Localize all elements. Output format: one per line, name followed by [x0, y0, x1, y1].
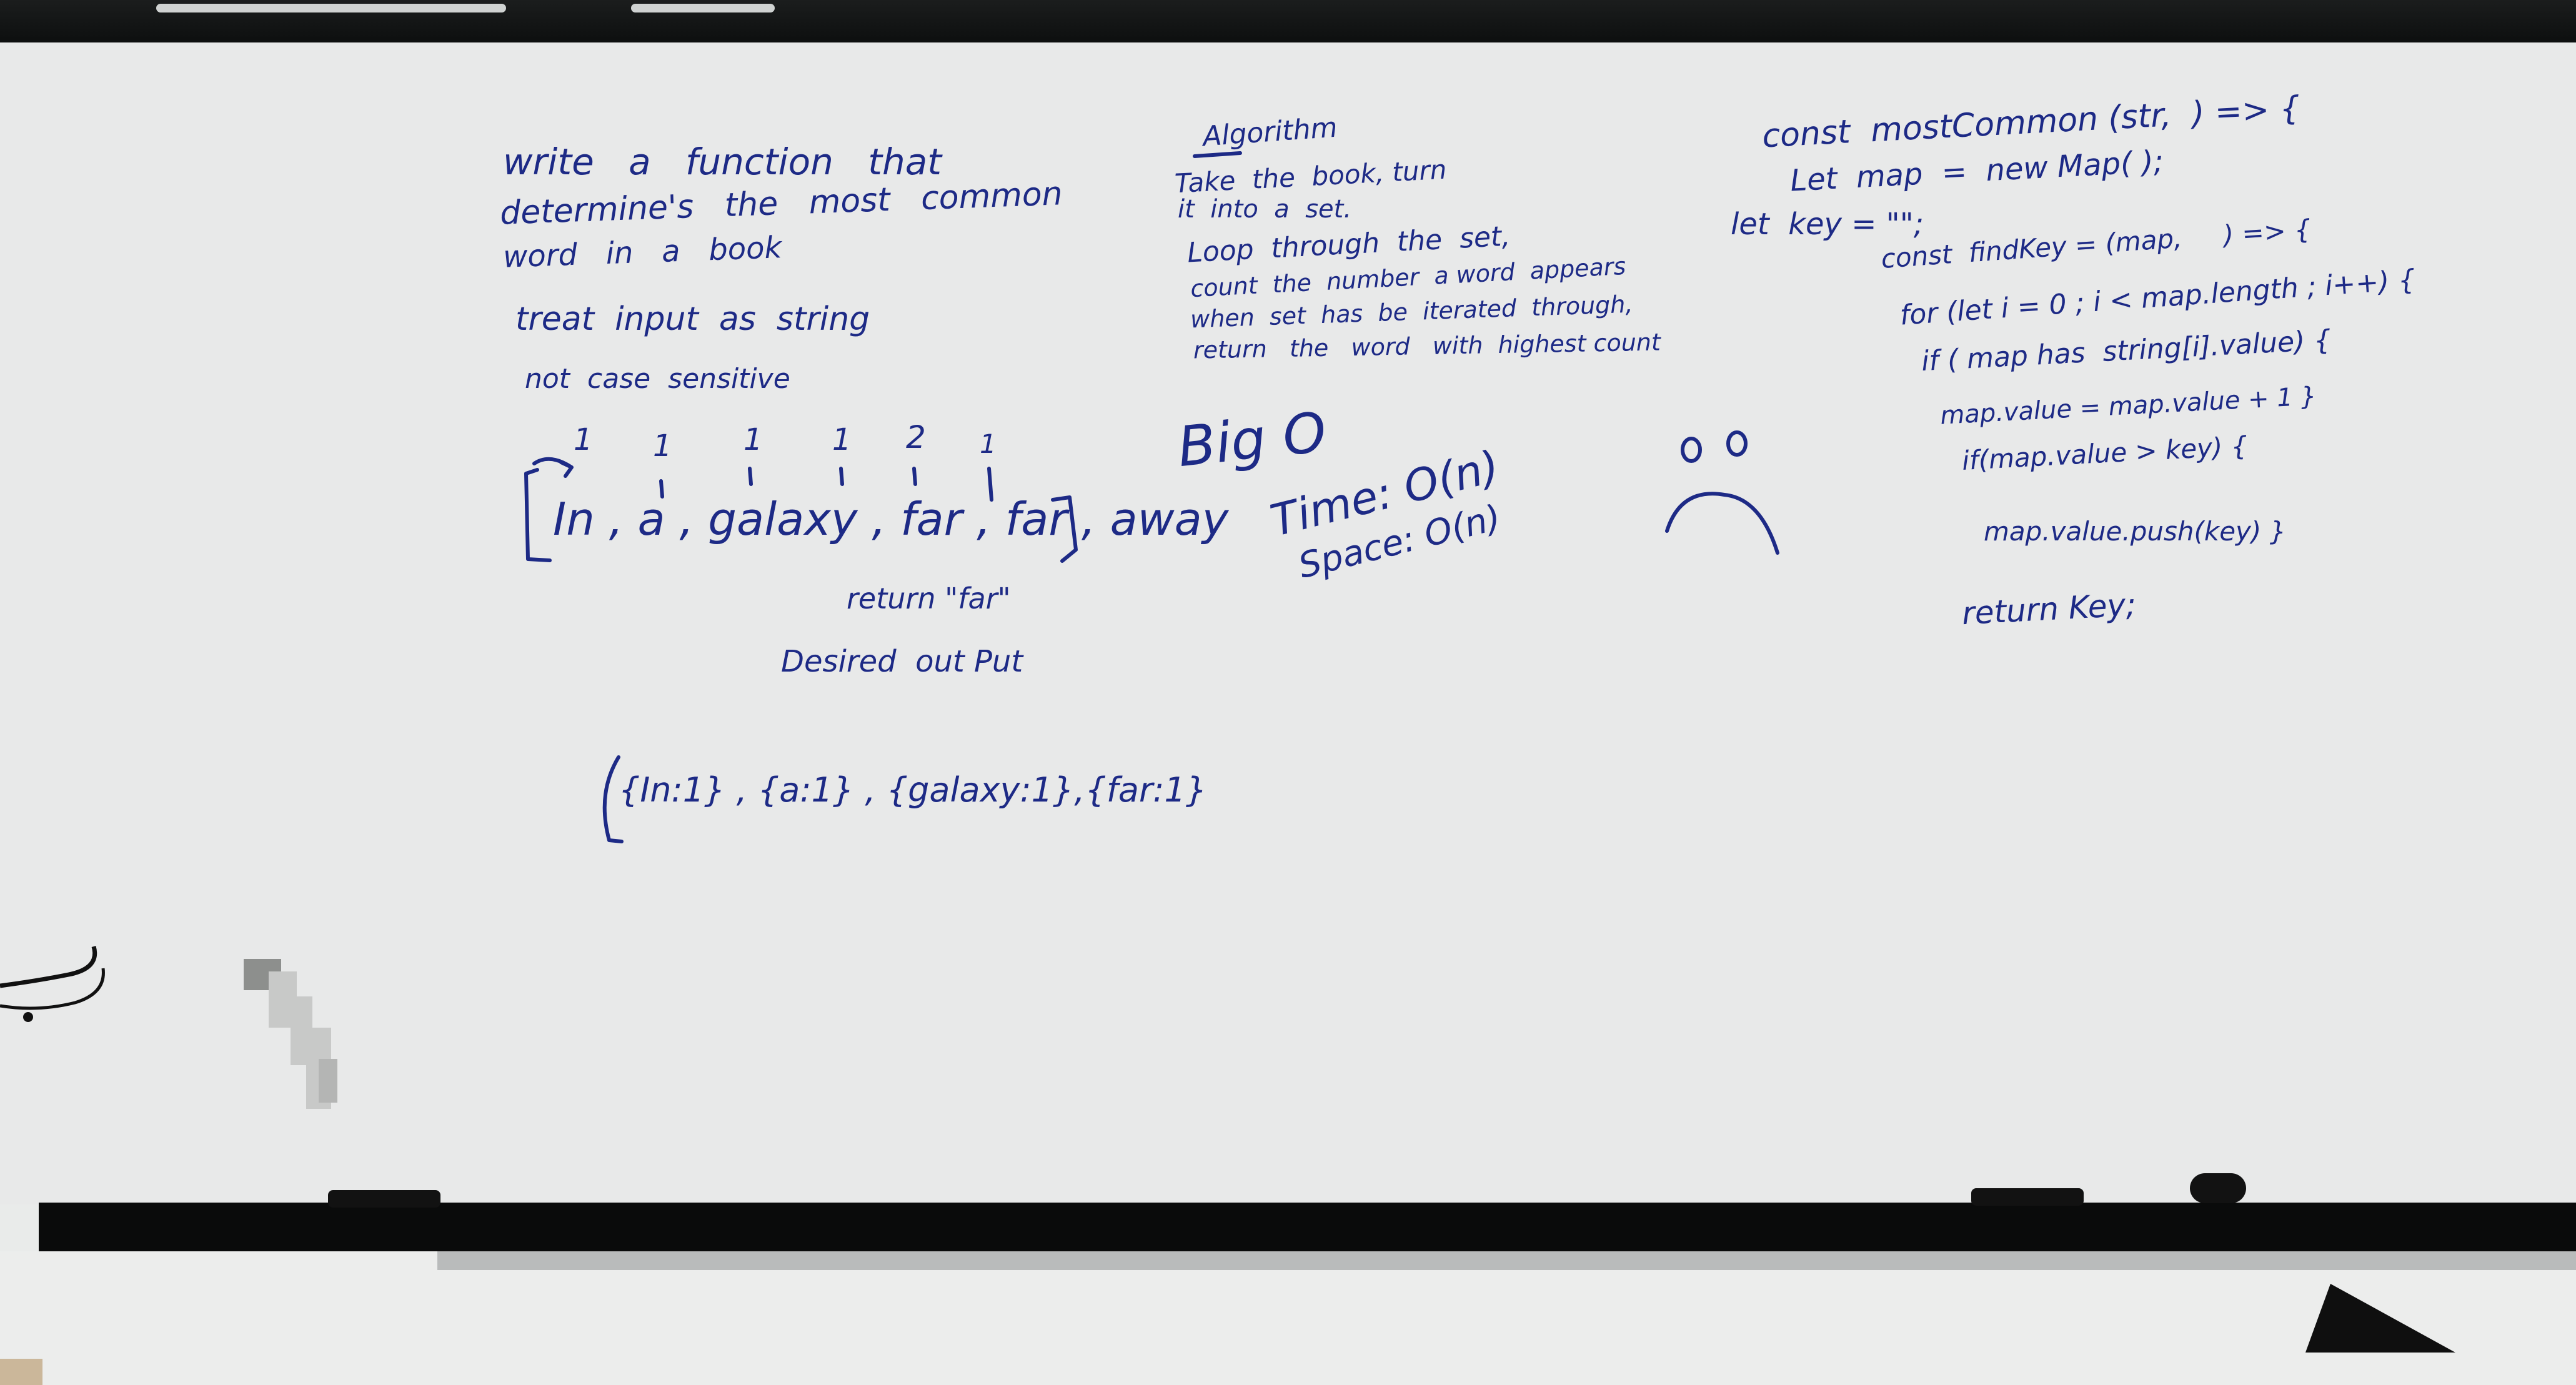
desired-output-label: Desired out Put: [781, 644, 1023, 679]
face-right-eye: [1726, 430, 1748, 457]
tally-mark: [987, 467, 993, 502]
count-label: 1: [653, 429, 672, 464]
count-label: 1: [832, 422, 852, 457]
marker: [1971, 1188, 2084, 1206]
return-label: return "far": [847, 582, 1011, 615]
eraser-on-tray: [2190, 1173, 2246, 1203]
algorithm-heading-underline: [1193, 151, 1242, 158]
cable: [0, 946, 105, 1022]
array-left-bracket: [524, 468, 552, 562]
tally-mark: [748, 467, 753, 486]
count-arrow: [532, 457, 574, 478]
whiteboard-surface: [0, 42, 2576, 1204]
object-list-paren: [602, 755, 624, 843]
marker-tray: [39, 1203, 2576, 1251]
tally-mark: [912, 467, 917, 486]
algorithm-line: it into a set.: [1178, 195, 1352, 224]
desired-output-objects: {In:1} , {a:1} , {galaxy:1},{far:1}: [619, 770, 1208, 810]
tally-mark: [659, 479, 664, 499]
frame-glare: [156, 4, 506, 12]
array-right-bracket: [1051, 495, 1078, 563]
dark-object: [2305, 1284, 2455, 1353]
count-label: 1: [743, 422, 763, 457]
code-line: map.value.push(key) }: [1984, 516, 2287, 547]
requirement-input-string: treat input as string: [515, 300, 870, 338]
count-label: 1: [980, 429, 997, 459]
floor-area: [0, 1251, 2576, 1385]
face-left-eye: [1681, 437, 1702, 463]
tally-mark: [839, 467, 844, 486]
example-array: In , a , galaxy , far , far , away: [553, 493, 1229, 545]
marker: [328, 1190, 440, 1208]
code-line: let key = "";: [1731, 207, 1924, 242]
requirement-case-insensitive: not case sensitive: [525, 363, 790, 395]
whiteboard-top-frame: [0, 0, 2576, 42]
frame-glare: [631, 4, 775, 12]
count-label: 2: [906, 419, 926, 455]
count-label: 1: [574, 422, 593, 457]
corner-object: [0, 1359, 42, 1385]
tray-shadow: [437, 1251, 2576, 1270]
problem-line-1: write a function that: [503, 141, 942, 183]
face-frown: [1665, 492, 1779, 555]
